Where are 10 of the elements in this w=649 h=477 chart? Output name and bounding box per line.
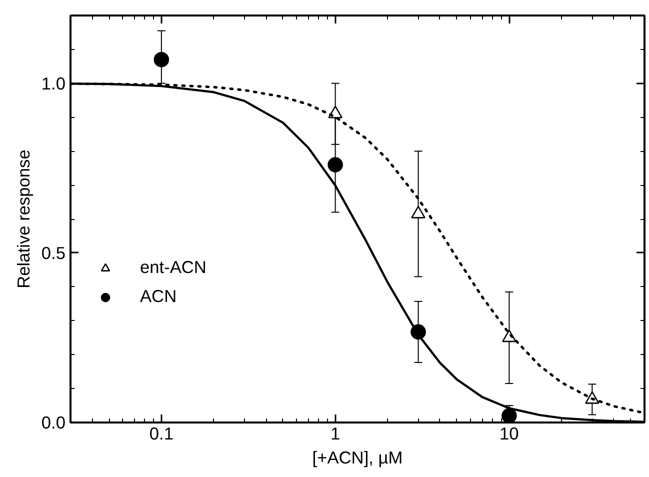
x-tick-label: 1 <box>330 424 340 444</box>
legend-label: ACN <box>140 286 177 307</box>
x-tick-label: 10 <box>500 424 519 444</box>
y-axis-title: Relative response <box>13 150 34 288</box>
y-tick-label: 0.5 <box>41 242 66 263</box>
x-tick-label: 0.1 <box>149 424 174 444</box>
legend-label: ent-ACN <box>140 257 206 278</box>
y-tick-label: 1.0 <box>41 73 66 94</box>
x-axis-title: [+ACN], µM <box>312 448 403 468</box>
y-tick-label: 0.0 <box>41 412 66 432</box>
